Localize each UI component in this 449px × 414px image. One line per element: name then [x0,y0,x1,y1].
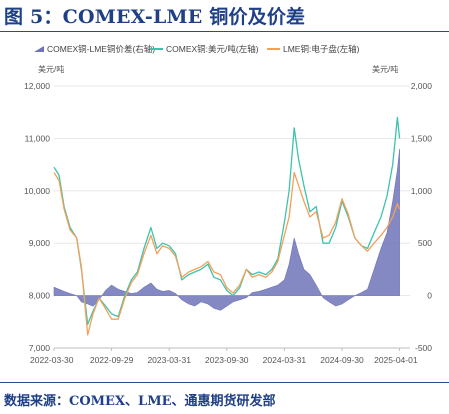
figure-title: 图 5：COMEX-LME 铜价及价差 [4,6,306,28]
spread-area [53,148,400,311]
legend-item-lme: LME铜:电子盘(左轴) [267,44,360,54]
chart-area: COMEX铜-LME铜价差(右轴) COMEX铜:美元/吨(左轴) LME铜:电… [0,34,449,380]
spread-area-layer [53,148,400,311]
left-tick-label: 8,000 [29,291,51,301]
source-bar: 数据来源：COMEX、LME、通惠期货研发部 [0,382,449,414]
right-tick-label: 1,500 [411,133,433,143]
chart-svg: COMEX铜-LME铜价差(右轴) COMEX铜:美元/吨(左轴) LME铜:电… [24,44,433,365]
left-axis-ticks: 7,000 8,000 9,000 10,000 11,000 12,000 [24,81,50,353]
legend-label-comex: COMEX铜:美元/吨(左轴) [166,44,259,54]
x-tick-label: 2022-09-29 [90,355,134,365]
right-tick-label: 0 [427,291,432,301]
legend: COMEX铜-LME铜价差(右轴) COMEX铜:美元/吨(左轴) LME铜:电… [34,44,360,54]
right-tick-label: -500 [415,343,432,353]
right-tick-label: 500 [418,238,432,248]
x-tick-label: 2024-03-31 [263,355,307,365]
left-tick-label: 12,000 [24,81,50,91]
right-axis-ticks: -500 0 500 1,000 1,500 2,000 [411,81,433,353]
right-tick-label: 2,000 [411,81,433,91]
x-tick-label: 2023-03-31 [147,355,191,365]
left-tick-label: 11,000 [25,133,51,143]
comex-price-line [53,116,401,326]
x-axis-ticks: 2022-03-30 2022-09-29 2023-03-31 2023-09-30… [30,348,418,365]
x-tick-label: 2023-09-30 [205,355,249,365]
lme-price-line [53,171,401,336]
title-bar: 图 5：COMEX-LME 铜价及价差 [0,0,449,32]
left-axis-unit: 美元/吨 [38,64,64,74]
source-note: 数据来源：COMEX、LME、通惠期货研发部 [4,394,276,409]
legend-label-lme: LME铜:电子盘(左轴) [283,44,360,54]
x-tick-label: 2024-09-30 [320,355,364,365]
left-tick-label: 7,000 [29,343,51,353]
x-tick-label: 2022-03-30 [30,355,74,365]
legend-item-comex: COMEX铜:美元/吨(左轴) [150,44,259,54]
right-axis-unit: 美元/吨 [372,64,398,74]
x-tick-label: 2025-04-01 [374,355,418,365]
left-tick-label: 10,000 [24,186,50,196]
right-tick-label: 1,000 [411,186,433,196]
legend-swatch-spread [34,46,44,52]
legend-label-spread: COMEX铜-LME铜价差(右轴) [47,44,155,54]
legend-item-spread: COMEX铜-LME铜价差(右轴) [34,44,155,54]
price-lines-layer [53,116,401,336]
left-tick-label: 9,000 [29,238,51,248]
